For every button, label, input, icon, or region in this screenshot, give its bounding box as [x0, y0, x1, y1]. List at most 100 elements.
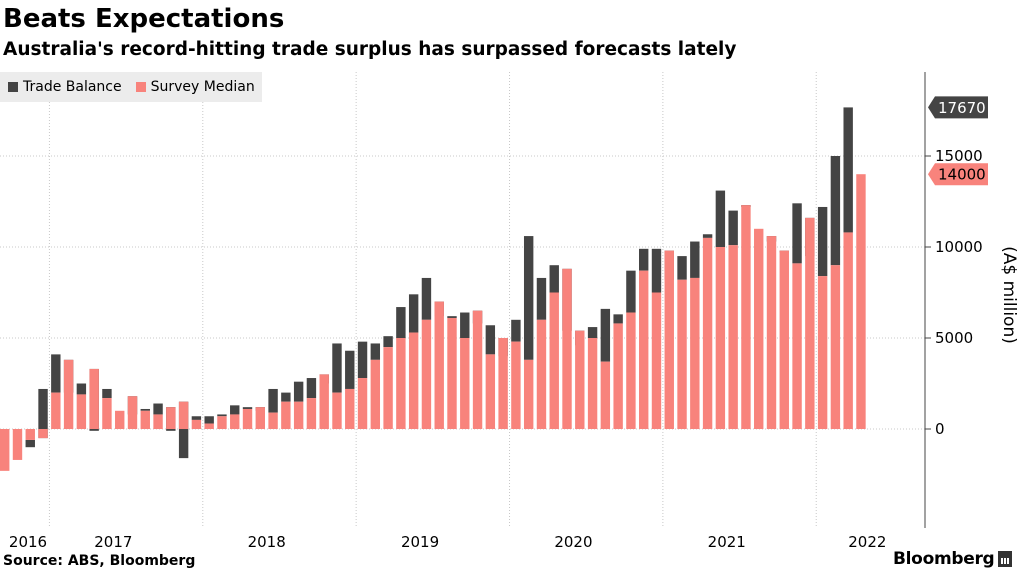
x-tick-label: 2019 — [401, 533, 439, 551]
survey-median-bar — [702, 237, 713, 429]
survey-median-bar — [12, 429, 23, 460]
trade-balance-bar — [447, 316, 457, 318]
survey-median-bar — [89, 368, 99, 429]
trade-balance-bar — [728, 210, 738, 246]
survey-median-bar — [408, 332, 419, 429]
brand-name: Bloomberg — [893, 549, 995, 569]
x-tick-label: 2017 — [94, 533, 132, 551]
x-tick-label: 2021 — [708, 533, 746, 551]
survey-median-bar — [0, 429, 10, 471]
survey-median-bar — [281, 401, 291, 429]
trade-balance-bar — [25, 439, 35, 448]
survey-median-bar — [792, 263, 802, 429]
survey-median-bar — [485, 354, 496, 429]
trade-balance-bar — [587, 327, 598, 338]
survey-median-bar — [166, 407, 176, 429]
callout-label: 17670 — [938, 99, 986, 117]
survey-median-bar — [587, 338, 598, 429]
survey-median-bar — [549, 292, 559, 429]
survey-median-bar — [217, 416, 227, 429]
survey-median-bar — [626, 312, 636, 429]
trade-balance-bar — [690, 241, 700, 278]
survey-median-bar — [76, 394, 87, 429]
trade-balance-bar — [217, 414, 227, 417]
survey-median-bar — [332, 392, 342, 429]
y-tick-label: 0 — [935, 420, 945, 438]
legend-swatch-trade-balance — [8, 82, 18, 92]
survey-median-bar — [805, 217, 815, 429]
trade-balance-bar — [230, 405, 240, 415]
survey-median-bar — [306, 398, 317, 429]
survey-median-bar — [562, 268, 572, 429]
survey-median-bar — [268, 412, 278, 429]
survey-median-bar — [728, 245, 738, 429]
survey-median-bar — [447, 317, 457, 429]
survey-median-bar — [396, 338, 406, 429]
trade-balance-bar — [421, 277, 432, 320]
trade-balance-bar — [281, 392, 291, 402]
trade-balance-bar — [178, 401, 189, 459]
survey-median-bar — [651, 292, 662, 429]
trade-balance-bar — [536, 277, 547, 320]
chart-subtitle: Australia's record-hitting trade surplus… — [3, 39, 737, 60]
trade-balance-bar — [332, 343, 342, 393]
survey-median-bar — [664, 250, 674, 429]
survey-median-bar — [677, 279, 687, 429]
y-tick-label: 10000 — [935, 238, 983, 256]
trade-balance-bar — [626, 270, 636, 313]
trade-balance-bar — [345, 350, 355, 389]
survey-median-bar — [639, 270, 649, 429]
survey-median-bar — [613, 323, 623, 429]
callout-label: 14000 — [938, 166, 986, 184]
brand-logo: Bloomberg — [893, 549, 1013, 569]
trade-balance-bar — [523, 236, 534, 360]
trade-balance-bar — [204, 416, 214, 424]
y-axis-label: (A$ million) — [999, 246, 1019, 344]
trade-balance-bar — [651, 248, 662, 293]
legend-item-survey-median: Survey Median — [135, 79, 255, 95]
chart-title: Beats Expectations — [3, 4, 285, 34]
survey-median-bar — [600, 361, 611, 429]
bloomberg-chart-icon — [998, 551, 1013, 567]
survey-median-bar — [319, 374, 329, 429]
survey-median-bar — [575, 330, 585, 429]
survey-median-bar — [178, 401, 189, 429]
x-tick-label: 2020 — [554, 533, 592, 551]
survey-median-bar — [370, 359, 381, 429]
trade-balance-bar — [242, 407, 253, 409]
legend-swatch-survey-median — [135, 82, 146, 92]
trade-balance-bar — [792, 203, 802, 264]
trade-balance-bar — [549, 265, 559, 293]
survey-median-bar — [754, 228, 764, 429]
trade-balance-bar — [511, 319, 521, 342]
survey-median-bar — [523, 359, 534, 429]
trade-balance-bar — [306, 378, 317, 399]
legend: Trade Balance Survey Median — [0, 72, 262, 102]
trade-balance-bar — [51, 354, 61, 393]
trade-balance-bar — [76, 383, 87, 395]
survey-median-bar — [511, 341, 521, 429]
trade-balance-bar — [153, 403, 163, 415]
legend-label-survey-median: Survey Median — [150, 79, 255, 95]
trade-balance-bar — [191, 416, 202, 420]
survey-median-bar — [127, 396, 138, 429]
survey-median-bar — [690, 277, 700, 429]
trade-balance-bar — [396, 307, 406, 338]
survey-median-bar — [140, 410, 150, 429]
trade-balance-bar — [357, 341, 368, 379]
trade-balance-bar — [715, 190, 726, 247]
callout-box — [928, 96, 988, 119]
survey-median-bar — [472, 310, 483, 429]
y-tick-label: 15000 — [935, 147, 983, 165]
survey-median-bar — [421, 319, 432, 429]
trade-balance-bar — [408, 294, 419, 333]
trade-balance-bar — [38, 388, 48, 439]
callout-box — [928, 163, 988, 186]
survey-median-bar — [230, 414, 240, 429]
x-tick-label: 2022 — [848, 533, 886, 551]
trade-balance-bar — [677, 256, 687, 280]
survey-median-bar — [830, 265, 841, 429]
trade-balance-bar — [460, 312, 470, 338]
survey-median-bar — [715, 247, 726, 429]
trade-balance-bar — [843, 107, 853, 233]
